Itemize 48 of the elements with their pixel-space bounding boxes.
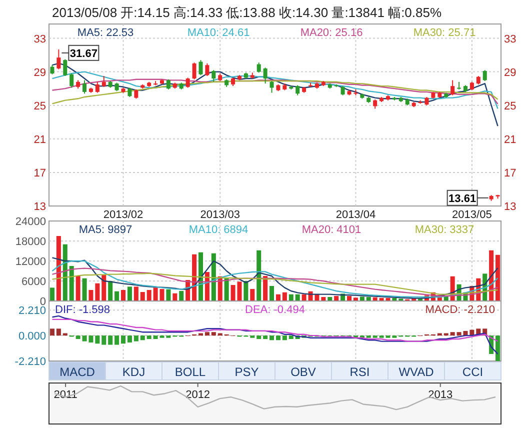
x-tick-label: 2013/02: [103, 209, 144, 221]
x-tick-label: 2013/05: [452, 209, 492, 221]
text: WVAD: [398, 365, 434, 379]
y-tick-label: 12000: [15, 256, 46, 268]
y-tick-label: 6000: [22, 276, 46, 288]
y-tick-label: 17: [34, 167, 46, 180]
x-tick-label: 2012: [186, 389, 210, 401]
x-tick-label: 2013/04: [336, 209, 376, 221]
y-tick-label: 24000: [15, 216, 46, 228]
text: MACD: [60, 365, 96, 379]
text: MA20: 25.16: [300, 27, 363, 39]
annotation: 13.61: [448, 192, 476, 205]
text: MA30: 25.71: [413, 27, 476, 39]
y-tick-label: 2.210: [18, 305, 46, 318]
y2-tick-label: 13: [504, 201, 516, 213]
y-tick-label: 25: [34, 100, 46, 112]
y-tick-label: 0.000: [18, 330, 46, 343]
text: MA5: 22.53: [77, 27, 134, 39]
x-tick-label: 2013/03: [200, 209, 240, 221]
text: MA10: 24.61: [187, 27, 250, 39]
y-tick-label: 21: [34, 134, 46, 146]
series-label: DIF: -1.598: [55, 304, 110, 316]
y2-tick-label: 29: [504, 66, 516, 79]
y2-tick-label: 25: [504, 100, 516, 112]
text: BOLL: [174, 365, 206, 379]
annotation: 31.67: [70, 48, 98, 60]
text: MA5: 9897: [78, 224, 132, 236]
text: CCI: [462, 365, 484, 379]
text: MA10: 6894: [188, 224, 248, 236]
x-tick-label: 2013: [428, 389, 453, 401]
y2-tick-label: 21: [504, 134, 516, 146]
y-tick-label: 18000: [15, 236, 46, 248]
y-tick-label: 0: [40, 296, 46, 308]
text: RSI: [350, 365, 370, 379]
y-tick-label: 13: [34, 201, 46, 213]
y2-tick-label: 33: [504, 33, 516, 46]
y2-tick-label: 17: [504, 167, 516, 180]
y-tick-label: -2.210: [14, 356, 46, 368]
y-tick-label: 33: [34, 33, 46, 46]
text: MA20: 4101: [302, 224, 362, 236]
text: MA30: 3337: [414, 224, 474, 236]
chart-title: 2013/05/08 开:14.15 高:14.33 低:13.88 收:14.30 量:13841 幅:0.85%: [52, 5, 442, 20]
y-tick-label: 29: [34, 66, 46, 79]
text: OBV: [290, 365, 316, 379]
series-label: DEA: -0.494: [245, 304, 305, 316]
text: PSY: [234, 365, 259, 379]
series-label: MACD: -2.210: [425, 304, 495, 316]
text: KDJ: [122, 365, 146, 379]
